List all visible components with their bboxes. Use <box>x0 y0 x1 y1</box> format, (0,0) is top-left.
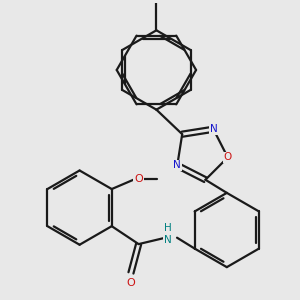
Text: N: N <box>209 124 217 134</box>
Text: O: O <box>134 174 143 184</box>
Text: H
N: H N <box>164 223 172 245</box>
Text: N: N <box>173 160 181 170</box>
Text: O: O <box>224 152 232 162</box>
Text: O: O <box>127 278 135 287</box>
